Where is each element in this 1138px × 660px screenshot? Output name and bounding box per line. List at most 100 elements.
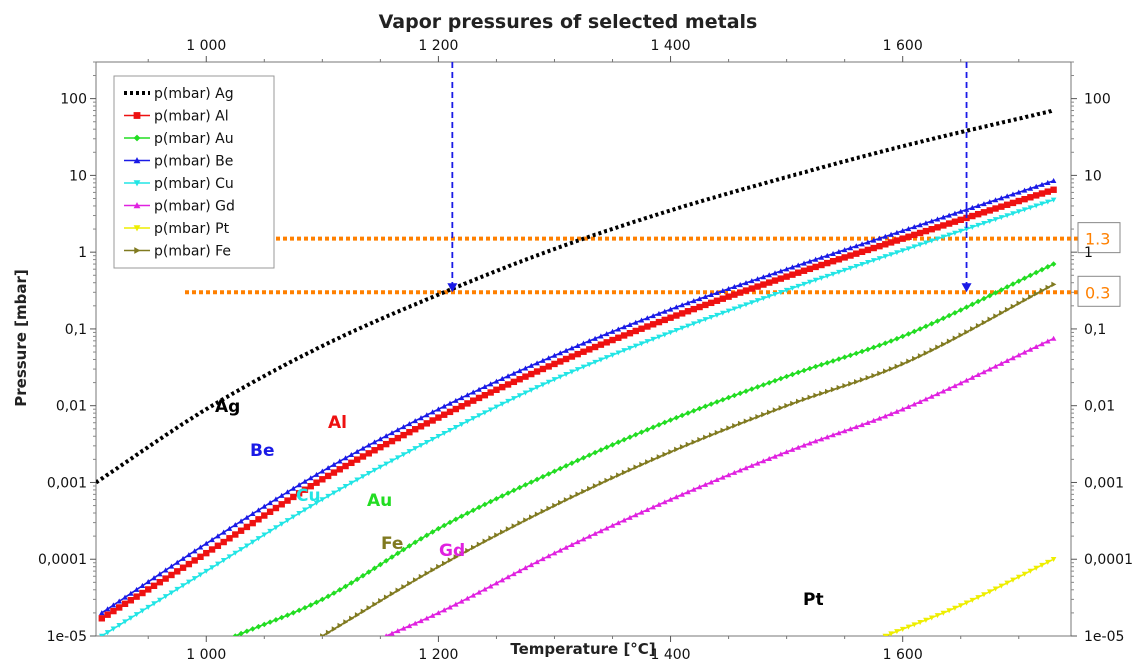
data-point-marker [1009,199,1017,207]
data-point-marker [540,508,546,515]
data-point-marker [911,401,918,407]
data-point-marker [888,338,894,344]
data-point-marker [330,469,338,476]
data-point-marker [378,598,384,604]
data-point-marker [708,479,714,485]
data-point-marker [795,398,802,405]
data-point-marker [986,199,993,205]
data-point-marker [1050,197,1057,203]
data-point-marker [574,539,581,545]
legend-label: p(mbar) Au [154,131,234,147]
data-point-marker [818,275,825,281]
x-axis-title: Temperature [°C] [510,640,655,658]
data-point-marker [847,245,854,251]
data-point-marker [923,240,929,246]
data-point-marker [783,287,790,293]
data-point-marker [639,461,645,468]
data-point-marker [226,525,233,531]
data-point-marker [778,405,784,411]
data-point-marker [336,466,343,473]
data-point-marker [610,475,616,481]
data-point-marker [272,504,280,512]
data-point-marker [133,157,141,164]
data-point-marker [644,323,651,330]
data-point-marker [847,352,854,359]
data-point-marker [499,493,506,499]
data-point-marker [603,339,610,346]
data-point-marker [191,557,198,564]
data-point-marker [992,586,999,592]
x-tick-label: 1 600 [883,647,923,660]
x-tick-label-top: 1 400 [651,38,691,54]
data-point-marker [354,612,360,618]
data-point-marker [273,525,279,531]
data-point-marker [545,471,552,477]
data-point-marker [1021,195,1028,203]
legend-box [113,75,275,269]
data-point-marker [679,491,685,497]
data-point-marker [841,354,848,360]
data-point-marker [349,615,355,622]
data-point-marker [470,507,477,514]
data-point-marker [545,355,552,361]
data-point-marker [731,306,738,312]
data-point-marker [818,261,825,269]
data-point-marker [743,302,749,308]
y-tick-label-right: 0,0001 [1084,552,1133,568]
data-point-marker [934,224,941,231]
data-point-marker [98,615,106,622]
data-point-marker [685,323,691,329]
data-point-marker [127,597,135,604]
data-point-marker [603,355,610,361]
data-point-marker [1003,201,1011,208]
data-point-marker [824,252,831,258]
data-point-marker [447,557,453,563]
data-point-marker [529,514,535,520]
data-point-marker [621,517,627,523]
data-point-marker [511,370,517,376]
data-point-marker [951,218,959,225]
data-point-marker [1010,191,1016,197]
data-point-marker [1050,178,1057,184]
data-point-marker [876,256,883,262]
data-point-marker [964,329,970,335]
data-point-marker [546,505,552,512]
data-point-marker [104,630,111,636]
data-point-marker [394,427,401,433]
data-point-marker [348,459,355,467]
data-point-marker [621,436,627,443]
data-point-marker [627,321,633,328]
data-point-marker [818,254,825,260]
data-point-marker [929,347,935,354]
data-point-marker [650,336,656,342]
data-point-marker [1004,213,1010,219]
data-point-marker [801,281,807,287]
data-point-marker [499,383,506,391]
data-point-marker [244,628,250,635]
data-point-marker [307,504,314,510]
data-point-marker [360,572,366,579]
data-point-marker [464,510,471,517]
data-point-marker [661,308,668,314]
data-point-marker [783,273,790,280]
data-point-marker [1033,343,1039,350]
data-point-marker [353,456,361,463]
data-point-marker [848,380,854,387]
legend-item: p(mbar) Ag [124,86,234,102]
data-point-marker [615,350,622,356]
series-line [885,559,1053,636]
data-point-marker [383,594,389,601]
data-point-marker [620,332,628,339]
data-point-marker [220,538,227,546]
data-point-marker [313,599,320,606]
data-point-marker [563,372,569,378]
data-point-marker [493,495,500,502]
data-point-marker [400,431,407,439]
data-point-marker [714,476,720,483]
data-point-marker [435,414,442,421]
data-point-marker [713,297,721,304]
data-point-marker [958,332,964,338]
legend-label: p(mbar) Ag [154,86,234,102]
data-point-marker [133,586,140,592]
data-point-marker [714,312,720,318]
